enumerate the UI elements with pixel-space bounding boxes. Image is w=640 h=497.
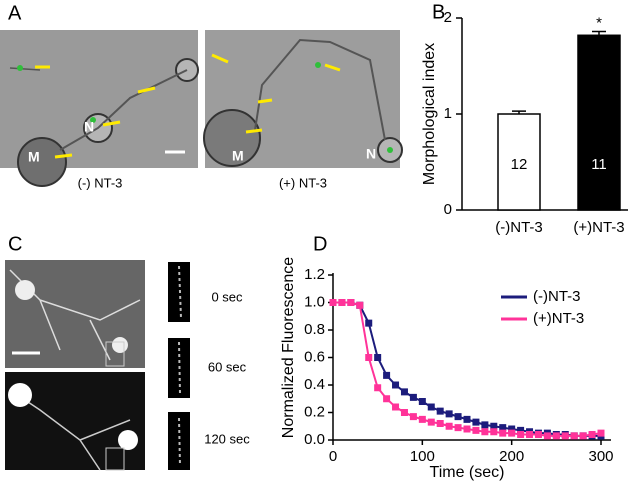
y-tick-label: 1.0 bbox=[304, 293, 325, 310]
micrograph-a-right bbox=[203, 30, 403, 168]
y-axis-label: Morphological index bbox=[421, 43, 438, 185]
data-point bbox=[329, 299, 337, 306]
data-point bbox=[436, 420, 444, 427]
image-caption: (-) NT-3 bbox=[78, 175, 123, 190]
data-point bbox=[481, 421, 489, 429]
y-tick-label: 2 bbox=[444, 9, 452, 26]
y-tick-label: 0 bbox=[444, 201, 452, 218]
data-point bbox=[508, 429, 516, 437]
data-point bbox=[409, 393, 417, 401]
data-point bbox=[365, 354, 373, 361]
micrograph-c bbox=[5, 260, 190, 471]
data-point bbox=[392, 381, 400, 389]
data-point bbox=[400, 409, 408, 416]
data-point bbox=[409, 413, 417, 421]
legend-label: (+)NT-3 bbox=[533, 310, 584, 327]
y-tick-label: 1.2 bbox=[304, 266, 325, 283]
y-tick-label: 0.6 bbox=[304, 348, 325, 365]
bar bbox=[497, 113, 541, 211]
data-point bbox=[427, 418, 435, 426]
data-point bbox=[445, 422, 453, 430]
cell-label: N bbox=[366, 146, 376, 162]
data-point bbox=[534, 431, 542, 438]
cell-label: M bbox=[232, 148, 244, 164]
x-tick-label: 200 bbox=[499, 448, 524, 465]
data-point bbox=[454, 424, 462, 432]
data-point bbox=[383, 395, 391, 403]
data-point bbox=[499, 424, 507, 432]
x-tick-label: 300 bbox=[588, 448, 613, 465]
y-axis-label: Normalized Fluorescence bbox=[280, 257, 297, 439]
data-point bbox=[570, 432, 578, 440]
data-point bbox=[490, 422, 498, 430]
data-point bbox=[517, 426, 525, 434]
data-point bbox=[383, 371, 391, 379]
data-point bbox=[561, 432, 569, 440]
y-tick-label: 1 bbox=[444, 105, 452, 122]
data-point bbox=[418, 398, 426, 405]
data-point bbox=[347, 299, 355, 306]
data-point bbox=[579, 432, 587, 440]
image-caption: (+) NT-3 bbox=[279, 175, 327, 190]
x-tick-label: 0 bbox=[329, 448, 337, 465]
data-point bbox=[338, 299, 346, 306]
cell-label: M bbox=[28, 149, 40, 165]
time-label: 120 sec bbox=[204, 431, 250, 446]
x-axis-label: Time (sec) bbox=[430, 464, 505, 481]
data-point bbox=[526, 431, 534, 438]
data-point bbox=[418, 415, 426, 423]
data-point bbox=[427, 403, 435, 411]
time-label: 60 sec bbox=[208, 359, 247, 374]
data-point bbox=[400, 388, 408, 396]
data-point bbox=[436, 407, 444, 415]
panel-label: B bbox=[432, 1, 445, 23]
micrograph-a-left bbox=[0, 30, 199, 187]
data-point bbox=[490, 428, 498, 436]
cell-label: N bbox=[84, 119, 94, 135]
x-tick-label: (-)NT-3 bbox=[495, 219, 543, 236]
panel-label: C bbox=[8, 233, 22, 255]
data-point bbox=[472, 426, 480, 434]
data-point bbox=[508, 425, 516, 433]
time-label: 0 sec bbox=[211, 289, 243, 304]
y-tick-label: 0.2 bbox=[304, 403, 325, 420]
data-point bbox=[392, 403, 400, 411]
x-tick-label: (+)NT-3 bbox=[573, 219, 624, 236]
data-point bbox=[374, 354, 382, 361]
error-bar bbox=[512, 110, 526, 114]
error-bar bbox=[592, 30, 606, 36]
data-point bbox=[588, 431, 596, 438]
data-point bbox=[597, 429, 605, 437]
data-point bbox=[543, 432, 551, 440]
data-point bbox=[356, 301, 364, 309]
data-point bbox=[365, 319, 373, 327]
data-point bbox=[463, 415, 471, 423]
panel-label: A bbox=[8, 2, 22, 24]
data-point bbox=[552, 432, 560, 440]
legend-label: (-)NT-3 bbox=[533, 288, 581, 305]
data-point bbox=[374, 384, 382, 392]
data-point bbox=[517, 431, 525, 438]
y-tick-label: 0.0 bbox=[304, 431, 325, 448]
data-point bbox=[499, 429, 507, 437]
data-point bbox=[463, 425, 471, 433]
sample-size: 12 bbox=[511, 156, 528, 173]
sample-size: 11 bbox=[591, 156, 607, 173]
bar bbox=[577, 34, 621, 211]
panel-label: D bbox=[313, 233, 327, 255]
data-point bbox=[472, 418, 480, 426]
x-tick-label: 100 bbox=[410, 448, 435, 465]
data-point bbox=[481, 428, 489, 436]
y-tick-label: 0.4 bbox=[304, 376, 325, 393]
y-tick-label: 0.8 bbox=[304, 321, 325, 338]
data-point bbox=[454, 413, 462, 421]
significance-mark: * bbox=[596, 14, 602, 31]
data-point bbox=[445, 410, 453, 418]
